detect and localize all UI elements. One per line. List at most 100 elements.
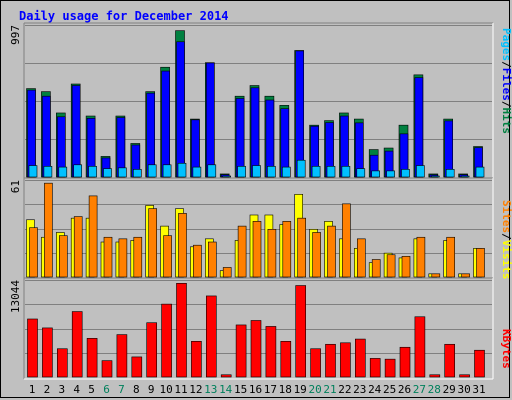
day-label-19: 19 [294, 383, 307, 396]
legend-files: Files [500, 68, 512, 101]
pages-bar [445, 169, 455, 178]
pages-bar [28, 165, 38, 178]
files-bar [250, 87, 260, 178]
files-bar [27, 89, 36, 178]
day-label-17: 17 [264, 383, 277, 396]
sites-bar [446, 236, 456, 278]
sites-bar [148, 208, 157, 278]
pages-bar [162, 164, 172, 178]
day-label-10: 10 [159, 383, 172, 396]
pages-bar [73, 164, 82, 178]
day-label-7: 7 [118, 383, 125, 396]
pages-bar [88, 166, 97, 178]
pages-bar [460, 175, 470, 178]
kbytes-bar [176, 283, 187, 378]
files-bar [444, 120, 454, 178]
day-label-11: 11 [174, 383, 187, 396]
day-label-26: 26 [398, 383, 411, 396]
kbytes-bar [161, 303, 172, 378]
sites-bar [44, 182, 53, 278]
files-bar [265, 99, 275, 178]
pages-bar [133, 169, 142, 178]
pages-bar [267, 166, 276, 178]
pages-bar [326, 166, 336, 178]
day-label-22: 22 [338, 383, 351, 396]
day-label-13: 13 [204, 383, 217, 396]
sites-bar [356, 238, 366, 278]
kbytes-bar [295, 285, 307, 378]
sites-bar [88, 195, 98, 278]
pages-bar [311, 166, 321, 178]
files-bar [414, 77, 424, 178]
sites-bar [73, 216, 83, 278]
legend-pages: Pages [500, 28, 512, 61]
pages-bar [43, 166, 53, 178]
files-bar [146, 92, 155, 178]
visits-legend: Sites/Visits [500, 200, 512, 280]
pages-bar [252, 165, 261, 178]
pages-bar [237, 166, 246, 178]
files-bar [280, 108, 290, 178]
kbytes-bar [220, 374, 232, 378]
kbytes-bar [474, 349, 485, 378]
pages-bar [296, 159, 306, 178]
sites-bar [178, 213, 187, 278]
visits-panel-ymax-label: 61 [9, 180, 22, 193]
kbytes-bar [71, 311, 83, 378]
kbytes-bar [414, 316, 426, 378]
pages-bar [356, 168, 366, 178]
day-label-15: 15 [234, 383, 247, 396]
sites-bar [237, 225, 247, 278]
day-label-9: 9 [148, 383, 155, 396]
sites-bar [163, 235, 172, 278]
sites-bar [133, 236, 143, 278]
sites-bar [401, 256, 411, 278]
legend-visits: Visits [500, 240, 512, 280]
day-label-3: 3 [58, 383, 65, 396]
pages-bar [341, 166, 351, 178]
sites-bar [327, 225, 336, 278]
sites-bar [386, 254, 396, 278]
pages-bar [207, 164, 217, 178]
kbytes-bar [310, 348, 321, 378]
pages-bar [222, 175, 231, 178]
pages-bar [147, 164, 157, 178]
sites-bar [371, 259, 381, 278]
sites-bar [282, 221, 292, 278]
pages-bar [475, 166, 485, 178]
kbytes-bar [399, 346, 411, 378]
kbytes-bar [56, 348, 68, 378]
kbytes-bar [325, 343, 336, 378]
day-label-27: 27 [413, 383, 426, 396]
sites-bar [58, 235, 68, 278]
chart-title: Daily usage for December 2014 [19, 9, 229, 23]
pages-bar [103, 168, 112, 178]
hits-panel-ymax-label: 997 [9, 25, 22, 45]
files-bar [161, 70, 170, 178]
legend-separator: / [500, 101, 512, 108]
legend-sites: Sites [500, 200, 512, 233]
sites-bar [416, 236, 426, 278]
day-label-30: 30 [457, 383, 470, 396]
pages-bar [416, 165, 425, 178]
pages-bar [371, 170, 381, 178]
kbytes-bar [235, 324, 247, 378]
kbytes-bar [369, 358, 381, 378]
pages-bar [177, 162, 187, 178]
sites-bar [342, 203, 351, 278]
day-label-2: 2 [44, 383, 51, 396]
files-bar [206, 62, 215, 178]
legend-kbytes: KBytes [500, 329, 512, 369]
sites-bar [431, 273, 441, 278]
legend-separator: / [500, 233, 512, 240]
kbytes-panel-ymax-label: 13044 [9, 280, 22, 313]
pages-bar [192, 166, 202, 178]
sites-bar [222, 267, 232, 278]
kbytes-bar [86, 338, 98, 378]
sites-bar [461, 273, 470, 278]
kbytes-bar [206, 295, 217, 378]
kbytes-legend: KBytes [500, 329, 512, 369]
files-bar [176, 41, 185, 178]
